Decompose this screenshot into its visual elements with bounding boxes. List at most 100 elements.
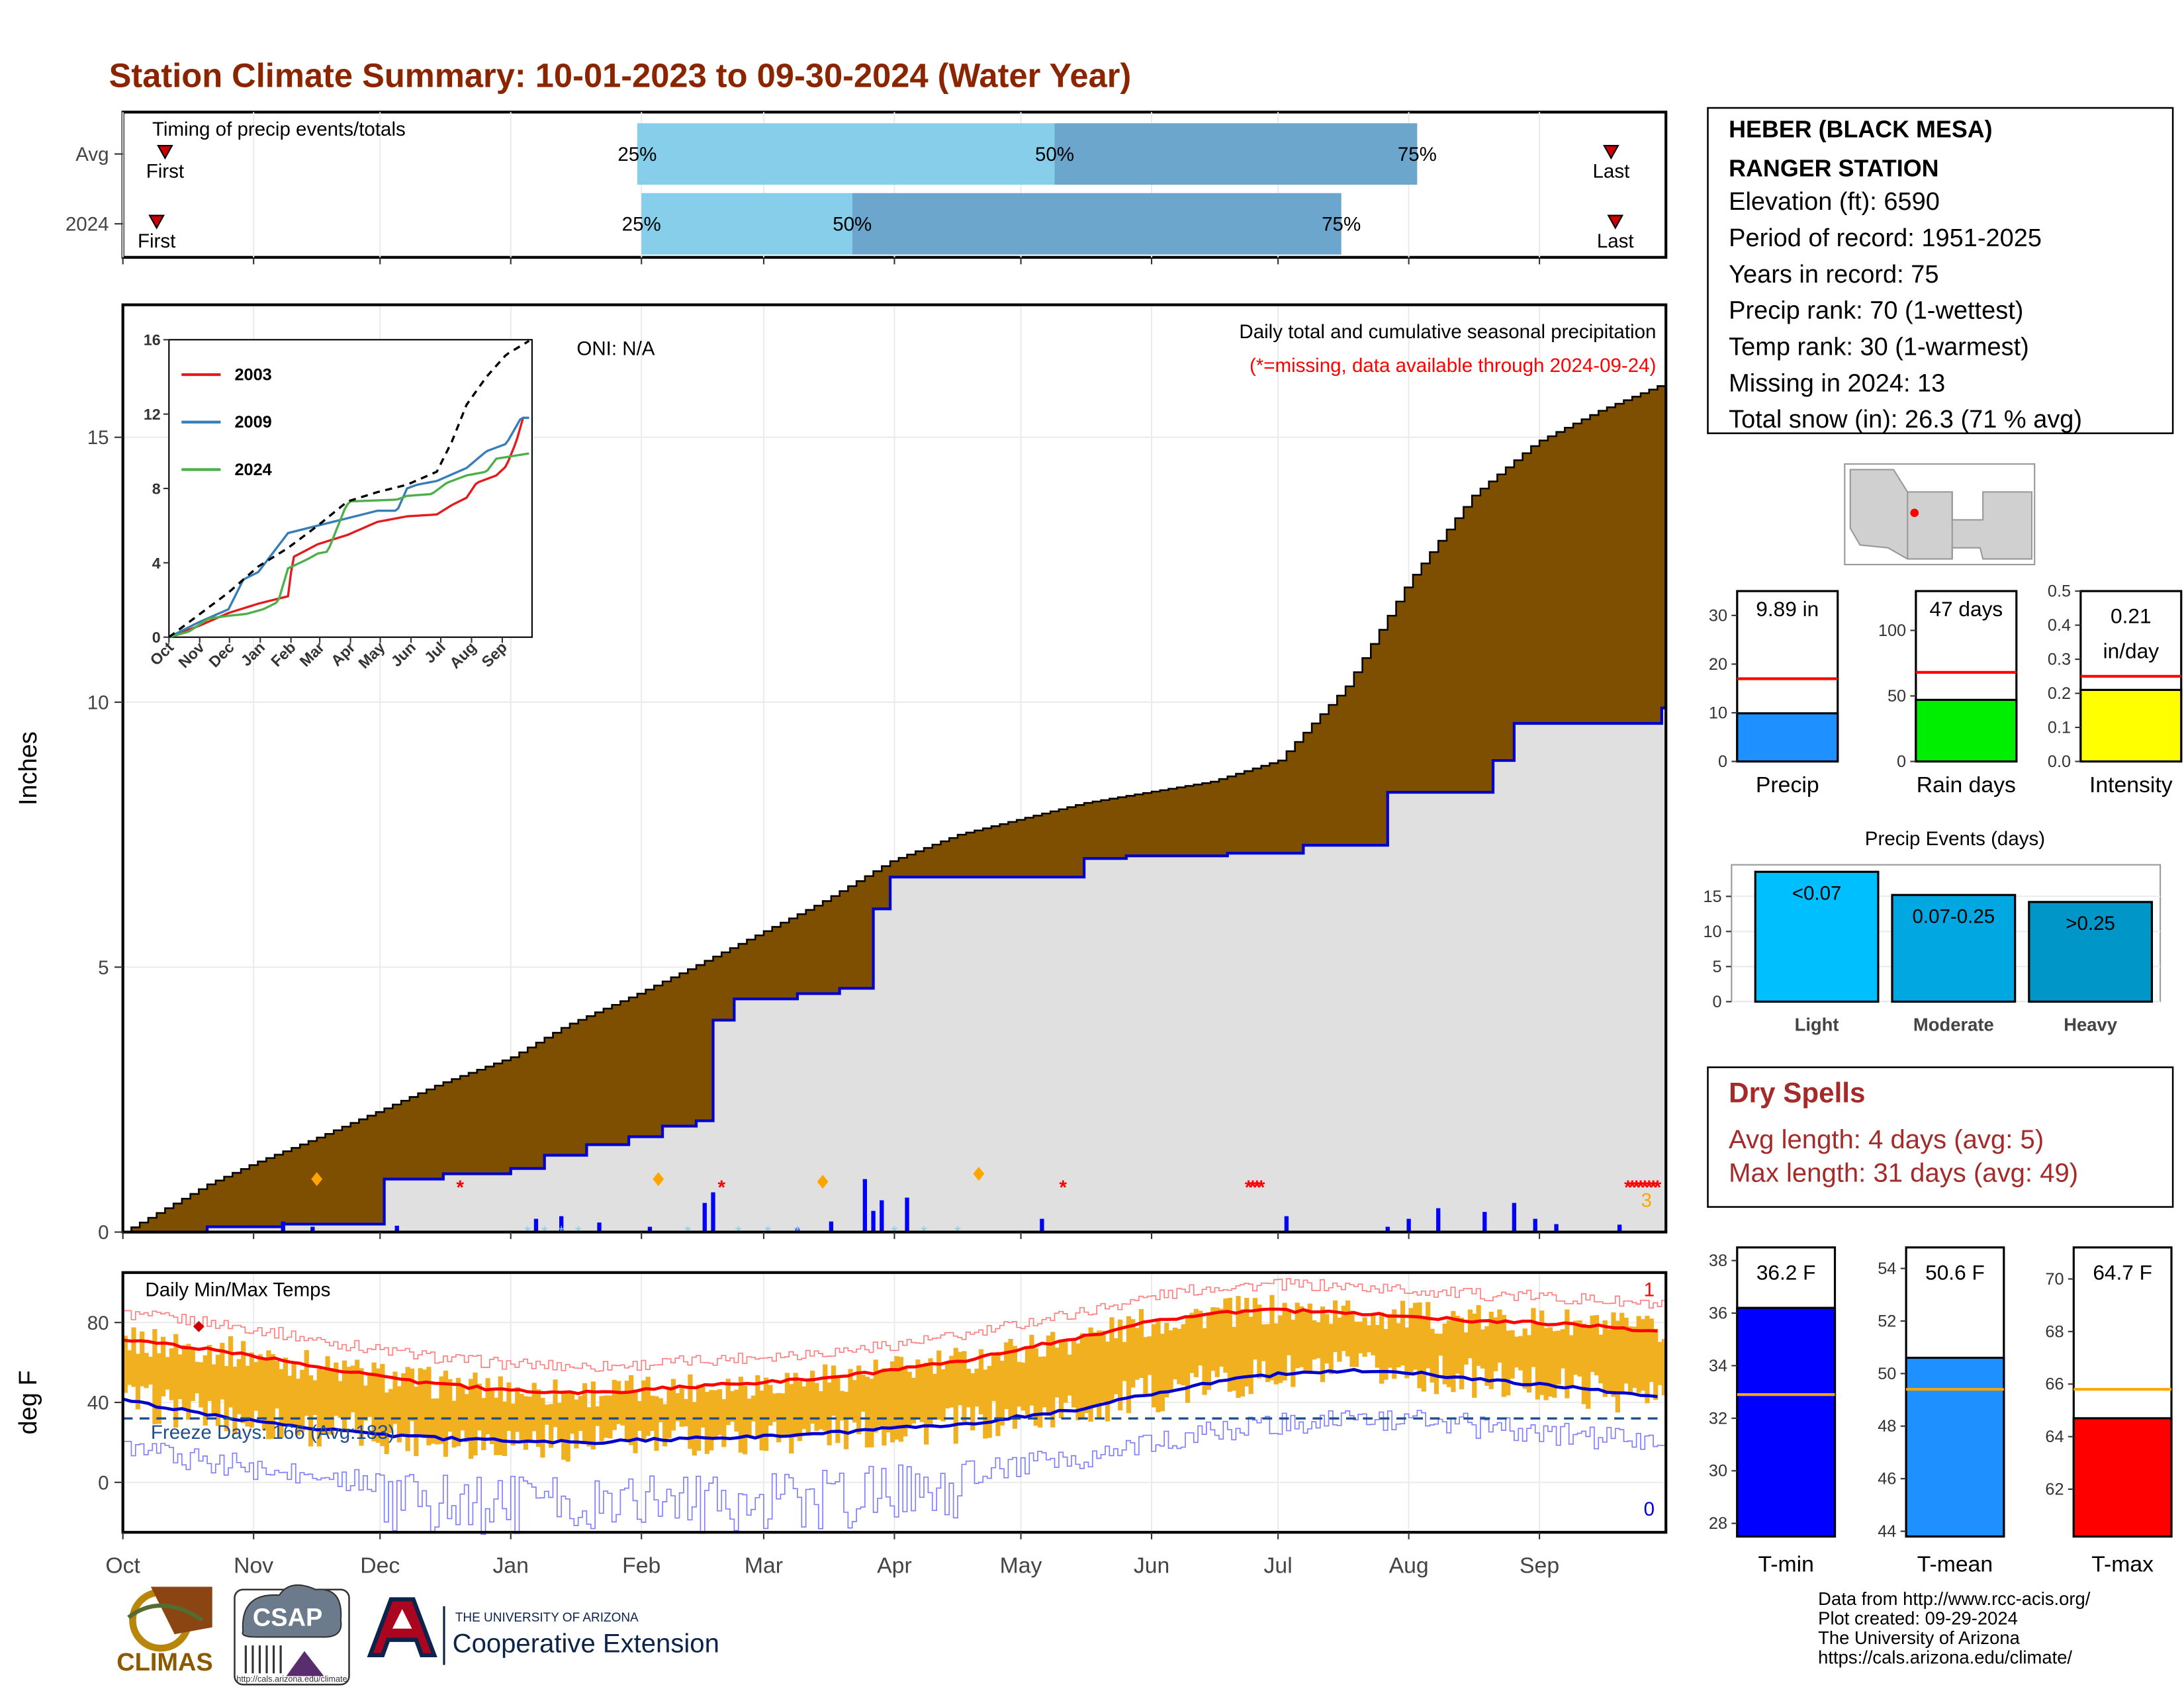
daily-temp-bar bbox=[1602, 1320, 1608, 1397]
daily-temp-bar bbox=[321, 1370, 326, 1435]
daily-temp-bar bbox=[131, 1327, 136, 1387]
daily-temp-bar bbox=[1569, 1335, 1574, 1387]
daily-precip-bar bbox=[1533, 1218, 1537, 1232]
daily-temp-bar bbox=[962, 1351, 967, 1422]
daily-temp-bar bbox=[1349, 1310, 1355, 1367]
daily-temp-bar bbox=[283, 1357, 288, 1424]
daily-temp-bar bbox=[1560, 1329, 1566, 1369]
daily-temp-bar bbox=[974, 1368, 979, 1407]
daily-precip-bar bbox=[1482, 1212, 1487, 1232]
daily-temp-bar bbox=[1358, 1321, 1363, 1353]
csap-url: http://cals.arizona.edu/climate bbox=[236, 1674, 347, 1684]
daily-temp-bar bbox=[894, 1356, 899, 1440]
daily-temp-bar bbox=[1640, 1319, 1646, 1391]
events-ytick-label: 0 bbox=[1713, 993, 1722, 1011]
daily-temp-bar bbox=[481, 1398, 486, 1451]
daily-temp-bar bbox=[1156, 1318, 1161, 1412]
daily-precip-bar bbox=[394, 1225, 399, 1232]
ua-logo-small-text: THE UNIVERSITY OF ARIZONA bbox=[455, 1611, 639, 1625]
summary-bar-label: Rain days bbox=[1917, 772, 2016, 798]
events-bar-label: Heavy bbox=[2064, 1015, 2118, 1035]
inset-legend-label: 2024 bbox=[234, 461, 271, 479]
daily-temp-bar bbox=[553, 1379, 558, 1428]
timing-p75-label: 75% bbox=[1398, 144, 1437, 165]
summary-bar-value-label: 47 days bbox=[1929, 597, 2003, 621]
missing-day-marker: * bbox=[1637, 1177, 1645, 1199]
missing-day-marker: * bbox=[1245, 1177, 1253, 1199]
daily-temp-bar bbox=[1004, 1342, 1009, 1410]
daily-temp-bar bbox=[443, 1371, 449, 1457]
daily-temp-bar bbox=[270, 1353, 275, 1439]
inset-legend-label: 2009 bbox=[234, 413, 271, 432]
daily-temp-bar bbox=[725, 1379, 731, 1426]
temp-summary-ytick-label: 70 bbox=[2045, 1270, 2064, 1289]
temp-summary-label: T-min bbox=[1758, 1551, 1813, 1577]
daily-temp-bar bbox=[1493, 1317, 1498, 1371]
daily-temp-bar bbox=[928, 1358, 933, 1428]
missing-day-marker: * bbox=[718, 1177, 726, 1199]
daily-temp-bar bbox=[877, 1371, 883, 1427]
month-label: Mar bbox=[745, 1553, 783, 1578]
daily-temp-bar bbox=[1476, 1304, 1481, 1366]
daily-precip-bar bbox=[862, 1179, 868, 1232]
record-high-count: 1 bbox=[1644, 1279, 1655, 1301]
timing-p75-label: 75% bbox=[1322, 214, 1361, 236]
daily-temp-bar bbox=[1097, 1330, 1102, 1419]
daily-temp-bar bbox=[1362, 1317, 1367, 1357]
daily-temp-bar bbox=[203, 1355, 208, 1426]
month-label: Dec bbox=[360, 1553, 400, 1578]
summary-bar-ytick-label: 0.2 bbox=[2048, 684, 2071, 703]
daily-temp-bar bbox=[1101, 1330, 1106, 1402]
daily-temp-bar bbox=[122, 1336, 128, 1393]
summary-bar-ytick-label: 10 bbox=[1709, 704, 1727, 722]
daily-temp-bar bbox=[666, 1387, 672, 1439]
daily-temp-bar bbox=[1042, 1356, 1047, 1408]
climas-logo-text: CLIMAS bbox=[116, 1649, 213, 1676]
daily-temp-bar bbox=[392, 1371, 398, 1424]
daily-temp-bar bbox=[1210, 1307, 1216, 1371]
daily-temp-bar bbox=[1164, 1322, 1169, 1398]
daily-temp-bar bbox=[152, 1329, 158, 1424]
daily-precip-bar bbox=[533, 1218, 539, 1232]
daily-temp-bar bbox=[1193, 1308, 1199, 1377]
daily-temp-bar bbox=[405, 1367, 410, 1451]
daily-temp-bar bbox=[177, 1354, 183, 1399]
daily-precip-bar bbox=[1617, 1224, 1622, 1232]
daily-temp-bar bbox=[721, 1399, 727, 1447]
daily-temp-bar bbox=[350, 1365, 355, 1412]
temp-summary-ytick-label: 62 bbox=[2045, 1481, 2064, 1499]
daily-precip-bar bbox=[702, 1203, 707, 1232]
record-high-marker bbox=[193, 1320, 205, 1332]
daily-temp-bar bbox=[860, 1375, 866, 1412]
daily-temp-bar bbox=[1506, 1330, 1511, 1396]
daily-temp-bar bbox=[713, 1390, 718, 1439]
daily-temp-bar bbox=[334, 1362, 339, 1416]
station-info-line: Elevation (ft): 6590 bbox=[1729, 188, 1940, 216]
daily-temp-bar bbox=[1463, 1332, 1469, 1365]
dry-spells-box bbox=[1707, 1066, 2174, 1208]
daily-temp-bar bbox=[173, 1334, 179, 1428]
events-bar-text: >0.25 bbox=[2066, 913, 2115, 935]
daily-temp-bar bbox=[510, 1403, 516, 1445]
timing-p50-label: 50% bbox=[1035, 144, 1074, 165]
daily-precip-bar bbox=[711, 1192, 715, 1232]
temp-summary-ytick-label: 46 bbox=[1878, 1470, 1896, 1488]
daily-temp-bar bbox=[1214, 1307, 1220, 1377]
daily-temp-bar bbox=[1328, 1324, 1334, 1375]
summary-bar-ytick-label: 0.5 bbox=[2048, 582, 2071, 601]
freeze-days-label: Freeze Days: 166 (Avg:183) bbox=[151, 1422, 395, 1443]
daily-temp-bar bbox=[827, 1382, 832, 1445]
events-title: Precip Events (days) bbox=[1865, 828, 2045, 850]
daily-temp-bar bbox=[1573, 1320, 1578, 1375]
daily-temp-bar bbox=[1012, 1346, 1018, 1429]
inset-ytick-label: 16 bbox=[144, 332, 161, 349]
daily-temp-bar bbox=[991, 1355, 997, 1401]
timing-first-label: First bbox=[146, 161, 184, 183]
daily-temp-bar bbox=[1298, 1306, 1304, 1367]
daily-temp-bar bbox=[932, 1373, 937, 1420]
daily-temp-bar bbox=[1421, 1316, 1426, 1392]
precip-ytick-label: 5 bbox=[98, 957, 109, 979]
missing-day-marker: * bbox=[1654, 1177, 1662, 1199]
missing-day-marker: * bbox=[1628, 1177, 1636, 1199]
